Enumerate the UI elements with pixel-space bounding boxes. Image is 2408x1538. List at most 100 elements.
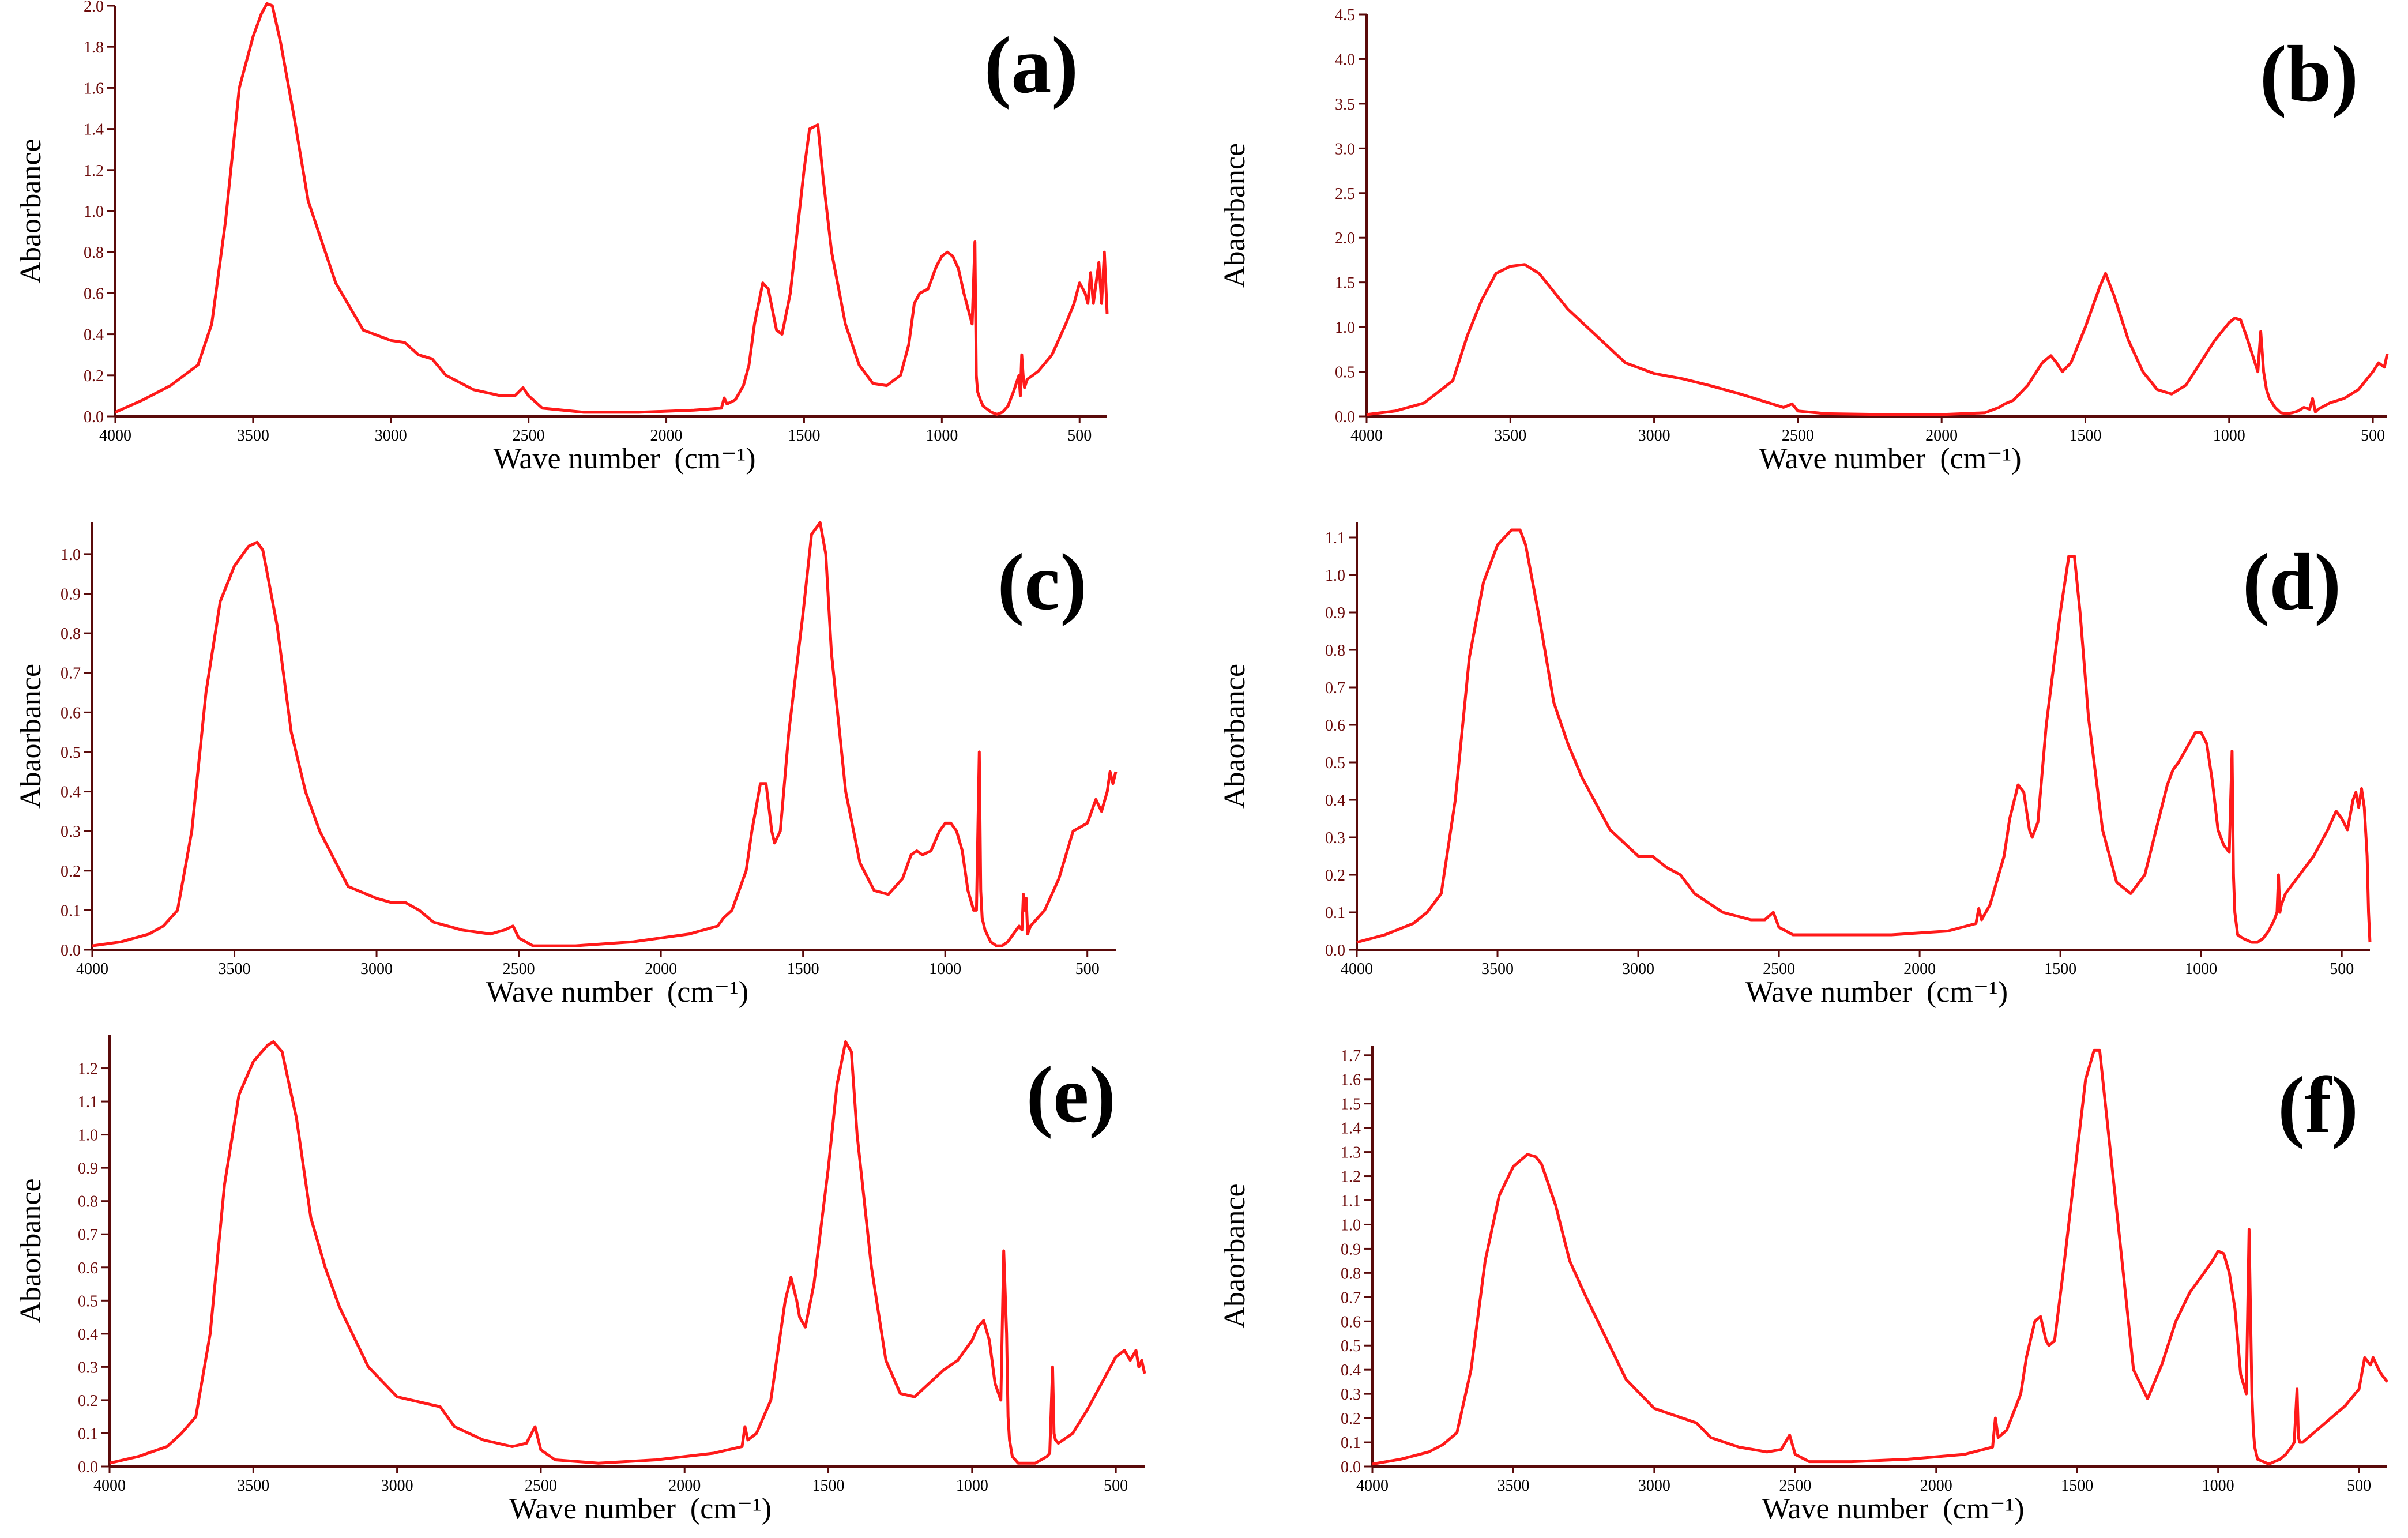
y-tick-label: 0.8 bbox=[61, 625, 81, 643]
y-tick-label: 1.3 bbox=[1341, 1144, 1361, 1162]
y-axis-title: Abaorbance bbox=[14, 1178, 47, 1323]
y-tick-label: 1.0 bbox=[78, 1127, 98, 1145]
y-tick-label: 0.9 bbox=[61, 586, 81, 604]
x-tick-label: 2000 bbox=[668, 1477, 701, 1495]
y-tick-label: 2.0 bbox=[84, 0, 104, 16]
y-tick-label: 0.7 bbox=[78, 1226, 98, 1244]
x-axis-title: Wave number bbox=[486, 976, 653, 1009]
spectrum-series-line bbox=[1372, 1048, 2388, 1466]
y-tick-label: 0.2 bbox=[84, 367, 104, 385]
y-tick-label: 0.4 bbox=[1341, 1362, 1361, 1379]
x-tick-label: 2000 bbox=[1903, 960, 1936, 978]
y-tick-label: 1.0 bbox=[1335, 319, 1355, 337]
x-tick-label: 2500 bbox=[1763, 960, 1795, 978]
x-tick-label: 4000 bbox=[99, 427, 131, 445]
spectrum-series-line bbox=[109, 1040, 1146, 1465]
y-tick-label: 1.2 bbox=[84, 162, 104, 180]
x-axis-unit: (cm⁻¹) bbox=[1927, 976, 2008, 1009]
spectrum-series-line bbox=[1366, 263, 2389, 416]
x-tick-label: 3500 bbox=[237, 1477, 269, 1495]
y-tick-label: 0.0 bbox=[78, 1458, 98, 1476]
x-tick-label: 2000 bbox=[650, 427, 683, 445]
y-tick-label: 1.5 bbox=[1341, 1096, 1361, 1114]
y-tick-label: 4.5 bbox=[1335, 6, 1355, 24]
y-tick-label: 0.0 bbox=[61, 942, 81, 960]
y-tick-label: 1.5 bbox=[1335, 274, 1355, 292]
x-tick-label: 1000 bbox=[956, 1477, 988, 1495]
x-axis-title: Wave number bbox=[509, 1492, 676, 1525]
x-axis-unit: (cm⁻¹) bbox=[690, 1492, 772, 1525]
y-tick-label: 1.6 bbox=[1341, 1071, 1361, 1089]
x-tick-label: 500 bbox=[1067, 427, 1092, 445]
y-tick-label: 1.4 bbox=[84, 121, 104, 139]
spectrum-series-line bbox=[114, 2, 1109, 416]
y-tick-label: 0.4 bbox=[1325, 792, 1345, 810]
y-tick-label: 0.6 bbox=[1341, 1313, 1361, 1331]
panel-2-chart: 0.0 0.1 0.2 0.3 0.4 0.5 0.6 0.7 0.8 0.9 1.0 4000 350… bbox=[14, 521, 1118, 1009]
x-tick-label: 1500 bbox=[788, 427, 820, 445]
y-tick-label: 0.6 bbox=[84, 285, 104, 303]
y-tick-label: 1.1 bbox=[78, 1093, 98, 1111]
y-tick-label: 0.5 bbox=[1335, 364, 1355, 382]
y-tick-label: 0.0 bbox=[1335, 408, 1355, 426]
y-tick-label: 0.9 bbox=[78, 1160, 98, 1178]
x-axis-title: Wave number bbox=[1762, 1492, 1929, 1525]
y-tick-label: 1.0 bbox=[84, 203, 104, 221]
x-tick-label: 1500 bbox=[787, 960, 819, 978]
spectrum-series-line bbox=[1356, 528, 2372, 944]
y-tick-label: 3.5 bbox=[1335, 96, 1355, 114]
y-tick-label: 0.4 bbox=[61, 784, 81, 802]
x-tick-label: 1500 bbox=[812, 1477, 845, 1495]
y-tick-label: 1.1 bbox=[1325, 529, 1345, 547]
y-tick-label: 0.3 bbox=[78, 1359, 98, 1377]
panel-label: (f) bbox=[2278, 1061, 2358, 1150]
y-tick-label: 0.4 bbox=[78, 1326, 98, 1344]
x-tick-label: 1000 bbox=[2202, 1477, 2234, 1495]
y-tick-label: 0.5 bbox=[1325, 754, 1345, 772]
x-tick-label: 3500 bbox=[219, 960, 251, 978]
x-axis-title: Wave number bbox=[1759, 442, 1926, 475]
x-tick-label: 1000 bbox=[2185, 960, 2217, 978]
y-tick-label: 0.2 bbox=[1341, 1410, 1361, 1428]
y-tick-label: 0.0 bbox=[1341, 1458, 1361, 1476]
x-axis-unit: (cm⁻¹) bbox=[674, 442, 755, 475]
y-tick-label: 0.8 bbox=[84, 244, 104, 262]
x-axis-unit: (cm⁻¹) bbox=[667, 976, 748, 1009]
x-axis-unit: (cm⁻¹) bbox=[1940, 442, 2021, 475]
y-axis-title: Abaorbance bbox=[1218, 1183, 1251, 1328]
x-tick-label: 4000 bbox=[1356, 1477, 1389, 1495]
y-tick-label: 0.0 bbox=[1325, 942, 1345, 960]
x-tick-label: 3500 bbox=[237, 427, 269, 445]
x-tick-label: 1000 bbox=[925, 427, 958, 445]
y-tick-label: 2.0 bbox=[1335, 230, 1355, 247]
y-tick-label: 0.4 bbox=[84, 326, 104, 344]
x-tick-label: 2000 bbox=[645, 960, 677, 978]
x-tick-label: 2500 bbox=[1782, 427, 1814, 445]
x-tick-label: 3500 bbox=[1481, 960, 1514, 978]
y-tick-label: 1.0 bbox=[1325, 567, 1345, 585]
x-tick-label: 1500 bbox=[2069, 427, 2101, 445]
y-tick-label: 0.5 bbox=[61, 744, 81, 762]
y-tick-label: 0.5 bbox=[78, 1292, 98, 1310]
y-tick-label: 0.8 bbox=[1341, 1265, 1361, 1283]
x-tick-label: 2000 bbox=[1925, 427, 1958, 445]
y-tick-label: 1.0 bbox=[1341, 1216, 1361, 1234]
y-tick-label: 0.3 bbox=[1325, 829, 1345, 847]
x-axis-unit: (cm⁻¹) bbox=[1943, 1492, 2024, 1525]
y-tick-label: 0.1 bbox=[78, 1425, 98, 1443]
x-tick-label: 3000 bbox=[360, 960, 393, 978]
panel-4-chart: 0.0 0.1 0.2 0.3 0.4 0.5 0.6 0.7 0.8 0.9 1.0 1.1 1.2 4… bbox=[14, 1035, 1146, 1525]
x-tick-label: 1000 bbox=[2213, 427, 2245, 445]
x-tick-label: 1000 bbox=[929, 960, 961, 978]
x-tick-label: 4000 bbox=[1350, 427, 1383, 445]
y-tick-label: 0.3 bbox=[1341, 1386, 1361, 1404]
x-tick-label: 4000 bbox=[93, 1477, 126, 1495]
y-tick-label: 3.0 bbox=[1335, 140, 1355, 158]
panel-5-chart: 0.0 0.1 0.2 0.3 0.4 0.5 0.6 0.7 0.8 0.9 1.0 1.1 1.2 1… bbox=[1218, 1046, 2388, 1525]
y-tick-label: 0.7 bbox=[1341, 1289, 1361, 1307]
panel-label: (d) bbox=[2243, 537, 2341, 627]
x-tick-label: 3000 bbox=[1622, 960, 1654, 978]
y-axis-title: Abaorbance bbox=[1218, 143, 1251, 288]
y-tick-label: 1.8 bbox=[84, 39, 104, 57]
